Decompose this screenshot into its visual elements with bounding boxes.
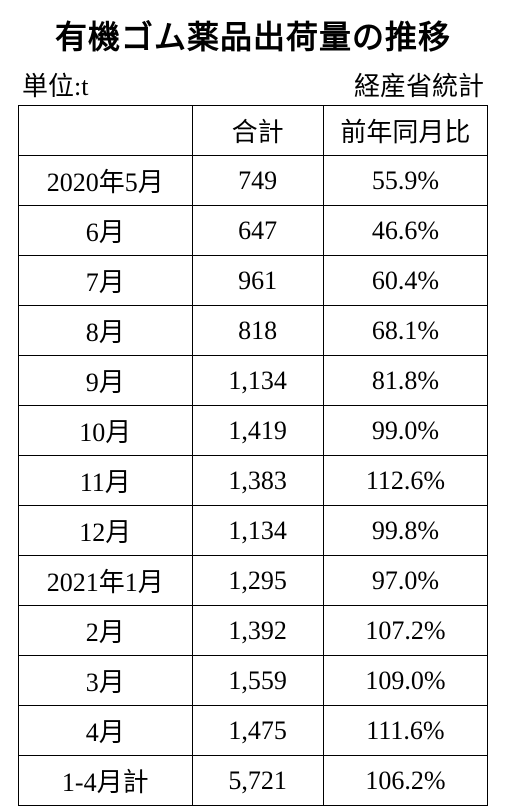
- cell-yoy: 99.8%: [323, 506, 487, 556]
- cell-total: 961: [192, 256, 323, 306]
- cell-yoy: 68.1%: [323, 306, 487, 356]
- cell-yoy: 97.0%: [323, 556, 487, 606]
- table-row: 6月 647 46.6%: [19, 206, 488, 256]
- cell-yoy: 55.9%: [323, 156, 487, 206]
- cell-total: 818: [192, 306, 323, 356]
- col-header-total: 合計: [192, 106, 323, 156]
- page-title: 有機ゴム薬品出荷量の推移: [18, 12, 488, 58]
- cell-period: 6月: [19, 206, 193, 256]
- cell-yoy: 46.6%: [323, 206, 487, 256]
- cell-yoy: 112.6%: [323, 456, 487, 506]
- cell-total: 1,383: [192, 456, 323, 506]
- unit-label: 単位:t: [22, 66, 88, 103]
- col-header-yoy: 前年同月比: [323, 106, 487, 156]
- cell-yoy: 106.2%: [323, 756, 487, 806]
- table-row: 12月 1,134 99.8%: [19, 506, 488, 556]
- table-row: 4月 1,475 111.6%: [19, 706, 488, 756]
- cell-total: 1,559: [192, 656, 323, 706]
- cell-period: 2020年5月: [19, 156, 193, 206]
- cell-total: 5,721: [192, 756, 323, 806]
- cell-yoy: 81.8%: [323, 356, 487, 406]
- cell-period: 11月: [19, 456, 193, 506]
- cell-total: 1,134: [192, 356, 323, 406]
- cell-period: 8月: [19, 306, 193, 356]
- table-row: 9月 1,134 81.8%: [19, 356, 488, 406]
- table-row: 8月 818 68.1%: [19, 306, 488, 356]
- cell-total: 1,392: [192, 606, 323, 656]
- cell-yoy: 111.6%: [323, 706, 487, 756]
- source-label: 経産省統計: [354, 66, 484, 103]
- table-row: 10月 1,419 99.0%: [19, 406, 488, 456]
- col-header-period: [19, 106, 193, 156]
- subtitle-row: 単位:t 経産省統計: [18, 66, 488, 103]
- table-row: 11月 1,383 112.6%: [19, 456, 488, 506]
- cell-total: 1,419: [192, 406, 323, 456]
- table-header-row: 合計 前年同月比: [19, 106, 488, 156]
- cell-period: 10月: [19, 406, 193, 456]
- cell-period: 9月: [19, 356, 193, 406]
- cell-total: 1,295: [192, 556, 323, 606]
- table-row: 1-4月計 5,721 106.2%: [19, 756, 488, 806]
- cell-total: 647: [192, 206, 323, 256]
- table-row: 3月 1,559 109.0%: [19, 656, 488, 706]
- table-row: 2020年5月 749 55.9%: [19, 156, 488, 206]
- cell-period: 4月: [19, 706, 193, 756]
- cell-yoy: 107.2%: [323, 606, 487, 656]
- cell-yoy: 60.4%: [323, 256, 487, 306]
- cell-yoy: 109.0%: [323, 656, 487, 706]
- cell-period: 2021年1月: [19, 556, 193, 606]
- data-table: 合計 前年同月比 2020年5月 749 55.9% 6月 647 46.6% …: [18, 105, 488, 806]
- cell-period: 12月: [19, 506, 193, 556]
- table-row: 2021年1月 1,295 97.0%: [19, 556, 488, 606]
- cell-period: 7月: [19, 256, 193, 306]
- table-row: 7月 961 60.4%: [19, 256, 488, 306]
- cell-period: 2月: [19, 606, 193, 656]
- table-body: 2020年5月 749 55.9% 6月 647 46.6% 7月 961 60…: [19, 156, 488, 806]
- cell-period: 3月: [19, 656, 193, 706]
- cell-total: 1,134: [192, 506, 323, 556]
- cell-total: 1,475: [192, 706, 323, 756]
- cell-yoy: 99.0%: [323, 406, 487, 456]
- table-row: 2月 1,392 107.2%: [19, 606, 488, 656]
- cell-period: 1-4月計: [19, 756, 193, 806]
- cell-total: 749: [192, 156, 323, 206]
